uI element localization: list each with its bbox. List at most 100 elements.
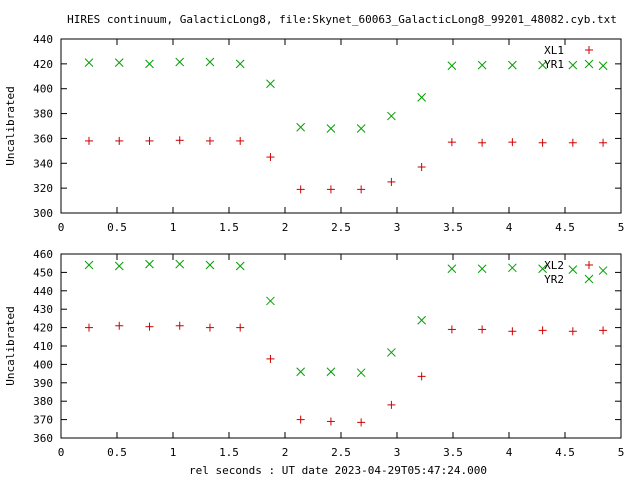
- data-point-yr2: [296, 367, 306, 377]
- y-tick-label: 300: [33, 207, 53, 220]
- data-point-xl2: [266, 354, 275, 363]
- y-tick-label: 380: [33, 395, 53, 408]
- data-point-yr1: [296, 122, 306, 132]
- y-tick-label: 320: [33, 182, 53, 195]
- x-tick-label: 0: [58, 446, 65, 459]
- data-point-yr1: [235, 59, 245, 69]
- data-point-xl1: [447, 138, 456, 147]
- x-axis-label: rel seconds : UT date 2023-04-29T05:47:2…: [189, 464, 487, 477]
- data-point-yr2: [508, 263, 517, 273]
- data-point-xl1: [266, 153, 275, 162]
- x-tick-label: 5: [618, 446, 625, 459]
- data-point-xl2: [387, 400, 396, 409]
- data-point-xl2: [568, 327, 577, 336]
- x-tick-label: 2: [282, 221, 289, 234]
- data-point-yr2: [326, 367, 336, 377]
- x-tick-label: 1.5: [219, 221, 239, 234]
- legend-label-yr1: YR1: [544, 58, 564, 71]
- y-tick-label: 420: [33, 58, 53, 71]
- data-point-xl1: [205, 136, 214, 145]
- data-point-xl2: [447, 325, 456, 334]
- data-point-yr2: [266, 296, 275, 306]
- data-point-yr1: [266, 79, 275, 89]
- x-tick-label: 1: [170, 221, 177, 234]
- data-point-xl2: [599, 326, 608, 335]
- legend-marker-yr2: [584, 274, 594, 284]
- data-point-yr1: [477, 60, 487, 70]
- data-point-yr2: [235, 261, 245, 271]
- x-tick-label: 2.5: [331, 221, 351, 234]
- y-axis-label: Uncalibrated: [4, 306, 17, 385]
- data-point-yr1: [598, 61, 608, 71]
- data-point-xl1: [357, 185, 366, 194]
- x-tick-label: 2: [282, 446, 289, 459]
- data-point-xl1: [296, 185, 305, 194]
- data-point-xl1: [568, 138, 577, 147]
- plot-frame: [60, 253, 622, 439]
- data-point-xl1: [478, 138, 487, 147]
- data-point-yr1: [114, 58, 124, 67]
- x-tick-label: 0.5: [107, 446, 127, 459]
- x-tick-label: 4.5: [555, 446, 575, 459]
- data-point-yr2: [538, 264, 547, 274]
- data-point-xl1: [236, 136, 245, 145]
- y-tick-label: 360: [33, 132, 53, 145]
- plot-frame: [60, 38, 622, 214]
- data-point-yr2: [145, 259, 154, 269]
- x-tick-label: 4.5: [555, 221, 575, 234]
- data-point-xl2: [205, 323, 214, 332]
- y-tick-label: 460: [33, 248, 53, 261]
- data-point-yr1: [417, 93, 426, 102]
- data-point-xl2: [478, 325, 487, 334]
- y-tick-label: 360: [33, 432, 53, 445]
- data-point-yr2: [84, 260, 94, 270]
- data-point-xl2: [538, 326, 547, 335]
- y-tick-label: 390: [33, 377, 53, 390]
- data-point-yr1: [508, 60, 517, 70]
- data-point-yr1: [387, 111, 396, 121]
- x-tick-label: 1.5: [219, 446, 239, 459]
- legend-marker-xl1: [585, 46, 593, 54]
- data-point-xl2: [296, 415, 305, 424]
- y-tick-label: 450: [33, 266, 53, 279]
- y-tick-label: 380: [33, 108, 53, 121]
- legend-label-xl1: XL1: [544, 44, 564, 57]
- data-point-yr2: [175, 259, 185, 269]
- data-point-yr1: [568, 60, 578, 70]
- legend-marker-yr1: [584, 59, 594, 69]
- chart-title: HIRES continuum, GalacticLong8, file:Sky…: [67, 13, 617, 26]
- x-tick-label: 3: [394, 446, 401, 459]
- x-tick-label: 3.5: [443, 446, 463, 459]
- data-point-yr2: [114, 261, 124, 271]
- x-tick-label: 3.5: [443, 221, 463, 234]
- legend-label-yr2: YR2: [544, 273, 564, 286]
- data-point-xl1: [326, 185, 335, 194]
- data-point-yr2: [387, 348, 396, 357]
- y-tick-label: 440: [33, 285, 53, 298]
- y-tick-label: 370: [33, 414, 53, 427]
- data-point-yr1: [356, 124, 366, 133]
- data-point-yr2: [356, 368, 366, 378]
- data-point-yr1: [326, 124, 336, 133]
- data-point-xl2: [357, 418, 366, 427]
- y-tick-label: 420: [33, 322, 53, 335]
- y-tick-label: 430: [33, 303, 53, 316]
- x-tick-label: 3: [394, 221, 401, 234]
- data-point-yr2: [477, 264, 487, 274]
- y-tick-label: 400: [33, 358, 53, 371]
- data-point-xl1: [175, 136, 184, 145]
- data-point-xl1: [145, 136, 154, 145]
- x-tick-label: 1: [170, 446, 177, 459]
- x-tick-label: 4: [506, 446, 513, 459]
- data-point-xl1: [599, 138, 608, 147]
- data-point-yr2: [568, 265, 578, 274]
- data-point-xl2: [145, 322, 154, 331]
- data-point-xl1: [538, 138, 547, 147]
- data-point-xl1: [115, 136, 124, 145]
- data-point-yr1: [145, 59, 154, 69]
- bottom-panel: 0 0.5 1 1.5 2 2.5 3 3.5 4 4.5 5 360 370 380 390 400 410 4…: [4, 248, 624, 459]
- data-point-xl2: [236, 323, 245, 332]
- data-point-xl1: [508, 138, 517, 147]
- y-tick-label: 410: [33, 340, 53, 353]
